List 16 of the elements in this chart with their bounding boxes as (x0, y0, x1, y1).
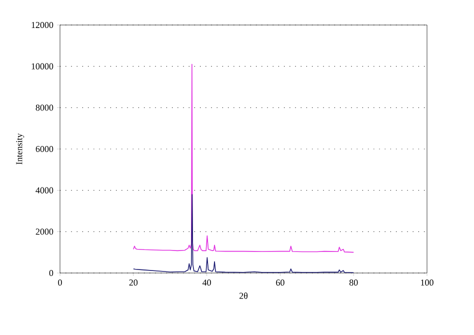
y-tick-label: 4000 (36, 187, 54, 194)
y-tick-label: 2000 (36, 228, 54, 235)
y-axis-title: Intensity (16, 133, 24, 164)
x-tick-label: 60 (276, 280, 284, 286)
x-tick-label: 0 (58, 280, 62, 286)
x-axis-title: 2θ (239, 292, 248, 299)
y-tick-label: 8000 (36, 104, 54, 111)
y-tick-label: 0 (49, 270, 54, 276)
y-tick-label: 10000 (32, 63, 54, 70)
x-tick-label: 40 (202, 280, 211, 286)
x-tick-label: 100 (421, 280, 434, 286)
y-tick-label: 6000 (36, 146, 54, 152)
line-series (133, 64, 354, 253)
y-tick-label: 12000 (32, 22, 54, 28)
x-tick-label: 20 (129, 280, 138, 286)
x-tick-label: 80 (349, 280, 358, 286)
